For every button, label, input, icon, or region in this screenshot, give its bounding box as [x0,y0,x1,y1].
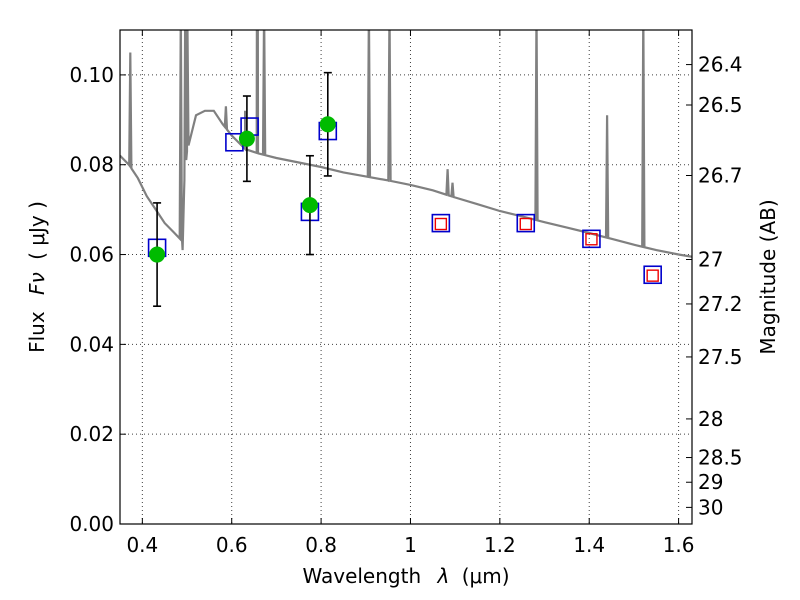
model-photometry-marker [516,213,536,233]
mag-tick-label: 27 [698,247,723,271]
y-tick-label: 0.02 [69,422,114,446]
plot-background [120,30,692,524]
y-tick-label: 0.06 [69,243,114,267]
y-tick-label: 0.10 [69,63,114,87]
x-tick-label: 0.4 [126,533,158,557]
y-tick-label: 0.08 [69,153,114,177]
mag-tick-label: 29 [698,470,723,494]
model-photometry-marker [431,213,451,233]
x-axis-label-text: Wavelength [302,564,421,588]
plot-frame [119,29,693,525]
x-tick-label: 0.6 [216,533,248,557]
x-tick-label: 0.8 [305,533,337,557]
upper-limit-marker [646,269,659,282]
model-photometry-marker [643,265,662,285]
x-tick-label: 1.6 [663,533,695,557]
y2-axis-label: Magnitude (AB) [756,199,780,354]
x-axis-label-symbol: λ [437,564,450,588]
tick-layer: 0.4 0.6 0.8 1 1.2 1.4 1.6 0.00 0.02 0.04 0.06 0.08 0… [69,30,743,557]
upper-limit-marker [434,217,448,231]
marker-layer [147,71,662,307]
observed-point [301,197,318,214]
upper-limit-marker [519,217,532,231]
mag-tick-label: 27.5 [698,345,743,369]
model-photometry-marker [582,229,601,249]
observed-point [149,246,166,263]
mag-tick-label: 28 [698,407,723,431]
y-tick-label: 0.04 [69,332,114,356]
x-axis-label-unit: (μm) [462,564,510,588]
spectrum-layer [120,30,692,258]
mag-tick-label: 26.7 [698,164,743,188]
x-tick-label: 1 [404,533,417,557]
mag-tick-label: 30 [698,495,723,519]
y-axis-label-symbol: Fν [25,272,49,295]
observed-point [238,130,255,147]
observed-point [319,116,336,133]
upper-limit-marker [585,233,598,246]
mag-tick-label: 27.2 [698,292,743,316]
y-axis-label: Flux Fν ( μJy ) [25,201,49,353]
x-tick-label: 1.4 [573,533,605,557]
grid-layer [120,30,692,524]
y-axis-label-unit: ( μJy ) [25,201,49,260]
mag-tick-label: 26.4 [698,53,743,77]
mag-tick-label: 26.5 [698,93,743,117]
x-axis-label: Wavelength λ (μm) [302,564,509,588]
y-axis-label-text: Flux [25,311,49,353]
model-spectrum-line [120,30,692,258]
y-tick-label: 0.00 [69,512,114,536]
x-tick-label: 1.2 [484,533,516,557]
mag-tick-label: 28.5 [698,446,743,470]
